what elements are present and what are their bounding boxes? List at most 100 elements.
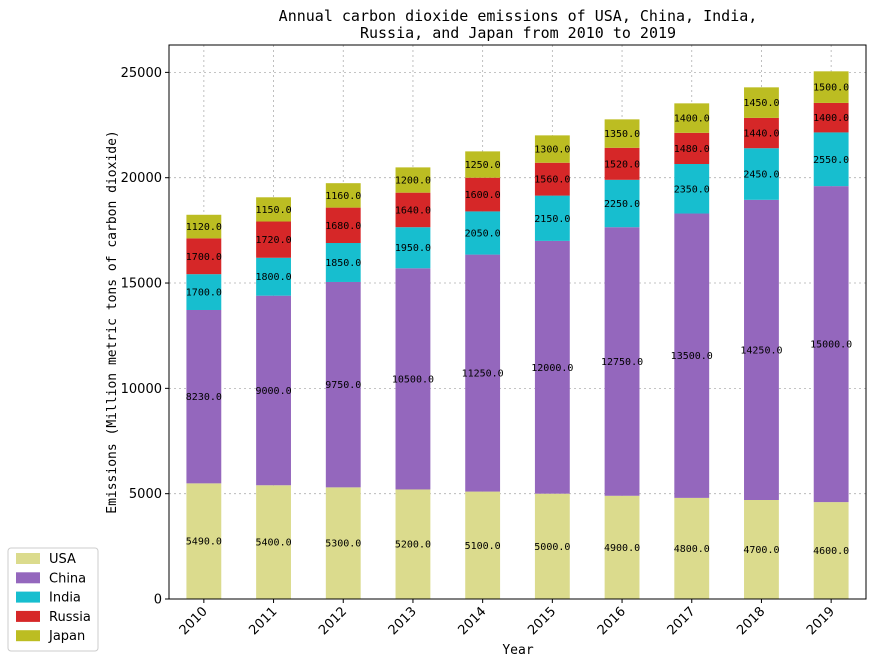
bar-usa bbox=[674, 497, 710, 599]
data-label-usa: 5490.0 bbox=[186, 537, 222, 548]
bar-russia bbox=[186, 238, 222, 275]
legend-label-china: China bbox=[49, 571, 86, 586]
data-label-china: 11250.0 bbox=[462, 369, 504, 380]
data-label-usa: 4900.0 bbox=[604, 543, 640, 554]
bar-japan bbox=[813, 71, 849, 103]
bar-china bbox=[534, 240, 570, 494]
bar-china bbox=[186, 309, 222, 484]
data-label-japan: 1500.0 bbox=[813, 83, 849, 94]
data-label-india: 1950.0 bbox=[395, 243, 431, 254]
bar-russia bbox=[534, 162, 570, 196]
legend-swatch-russia bbox=[16, 610, 40, 622]
y-axis: 0 5000 10000 15000 20000 25000 bbox=[121, 66, 169, 608]
bar-japan bbox=[256, 197, 291, 222]
bar-usa bbox=[256, 485, 291, 599]
data-label-china: 15000.0 bbox=[810, 340, 852, 351]
data-label-china: 12750.0 bbox=[601, 357, 643, 368]
bar-india bbox=[256, 257, 291, 296]
data-label-japan: 1450.0 bbox=[743, 98, 779, 109]
bar-india bbox=[465, 211, 501, 255]
bar-japan bbox=[604, 119, 640, 148]
bar-china bbox=[674, 213, 710, 498]
bar-russia bbox=[813, 102, 849, 133]
data-label-india: 1850.0 bbox=[325, 258, 361, 269]
data-label-russia: 1480.0 bbox=[674, 144, 710, 155]
bar-usa bbox=[465, 491, 501, 599]
data-label-usa: 5400.0 bbox=[255, 538, 291, 549]
legend-swatch-japan bbox=[16, 630, 40, 642]
data-label-russia: 1400.0 bbox=[813, 113, 849, 124]
bar-stacks bbox=[186, 71, 849, 599]
data-label-usa: 5100.0 bbox=[465, 541, 501, 552]
data-label-russia: 1440.0 bbox=[743, 129, 779, 140]
bar-japan bbox=[186, 214, 222, 239]
plot-area-frame bbox=[168, 44, 867, 600]
legend-label-india: India bbox=[49, 591, 81, 606]
bar-china bbox=[465, 254, 501, 492]
data-label-usa: 4600.0 bbox=[813, 546, 849, 557]
bar-china bbox=[604, 227, 640, 496]
bar-india bbox=[813, 132, 849, 187]
data-label-russia: 1720.0 bbox=[255, 235, 291, 246]
data-label-china: 12000.0 bbox=[531, 363, 573, 374]
bar-india bbox=[674, 164, 710, 214]
bar-japan bbox=[325, 183, 361, 208]
bar-russia bbox=[744, 117, 779, 149]
data-label-india: 2350.0 bbox=[674, 184, 710, 195]
bar-india bbox=[325, 243, 361, 282]
data-label-usa: 5200.0 bbox=[395, 540, 431, 551]
bar-china bbox=[395, 268, 431, 490]
legend: USA China India Russia Japan bbox=[7, 547, 99, 652]
bar-india bbox=[395, 227, 431, 269]
bar-usa bbox=[325, 487, 361, 599]
data-label-india: 2150.0 bbox=[534, 214, 570, 225]
y-tick-label: 15000 bbox=[121, 277, 162, 292]
bar-russia bbox=[256, 221, 291, 258]
data-label-japan: 1160.0 bbox=[325, 191, 361, 202]
data-label-japan: 1350.0 bbox=[604, 129, 640, 140]
legend-label-usa: USA bbox=[49, 552, 76, 567]
data-label-china: 9000.0 bbox=[255, 386, 291, 397]
bar-russia bbox=[674, 132, 710, 165]
bar-japan bbox=[674, 103, 710, 133]
legend-swatch-china bbox=[16, 572, 40, 584]
data-label-china: 10500.0 bbox=[392, 374, 434, 385]
y-tick-label: 0 bbox=[154, 593, 162, 608]
data-labels: 5490.0 5400.0 5300.0 5200.0 5100.0 5000.0 4900… bbox=[186, 83, 852, 557]
bar-usa bbox=[186, 483, 222, 599]
y-tick-label: 25000 bbox=[121, 66, 162, 81]
legend-label-russia: Russia bbox=[49, 610, 91, 625]
bar-india bbox=[744, 148, 779, 200]
bar-usa bbox=[813, 502, 849, 599]
data-label-japan: 1300.0 bbox=[534, 145, 570, 156]
bar-china bbox=[325, 281, 361, 488]
bar-usa bbox=[604, 495, 640, 599]
data-label-russia: 1520.0 bbox=[604, 159, 640, 170]
data-label-china: 8230.0 bbox=[186, 392, 222, 403]
data-label-russia: 1560.0 bbox=[534, 175, 570, 186]
bar-usa bbox=[395, 489, 431, 599]
data-label-india: 2050.0 bbox=[465, 229, 501, 240]
bar-usa bbox=[534, 493, 570, 599]
bar-japan bbox=[744, 87, 779, 118]
data-label-india: 2550.0 bbox=[813, 155, 849, 166]
bar-india bbox=[534, 195, 570, 241]
y-tick-label: 20000 bbox=[121, 171, 162, 186]
data-label-russia: 1680.0 bbox=[325, 221, 361, 232]
chart-title-line-2: Russia, and Japan from 2010 to 2019 bbox=[360, 24, 676, 42]
data-label-japan: 1150.0 bbox=[255, 205, 291, 216]
legend-swatch-india bbox=[16, 591, 40, 603]
x-axis-label: Year bbox=[502, 643, 533, 658]
data-label-japan: 1400.0 bbox=[674, 114, 710, 125]
data-label-japan: 1120.0 bbox=[186, 222, 222, 233]
bar-russia bbox=[465, 177, 501, 212]
bar-india bbox=[604, 179, 640, 228]
data-label-india: 1800.0 bbox=[255, 272, 291, 283]
data-label-russia: 1600.0 bbox=[465, 190, 501, 201]
data-label-usa: 4700.0 bbox=[743, 545, 779, 556]
bar-russia bbox=[395, 192, 431, 228]
bar-china bbox=[744, 199, 779, 500]
bar-china bbox=[813, 186, 849, 503]
bar-india bbox=[186, 274, 222, 310]
